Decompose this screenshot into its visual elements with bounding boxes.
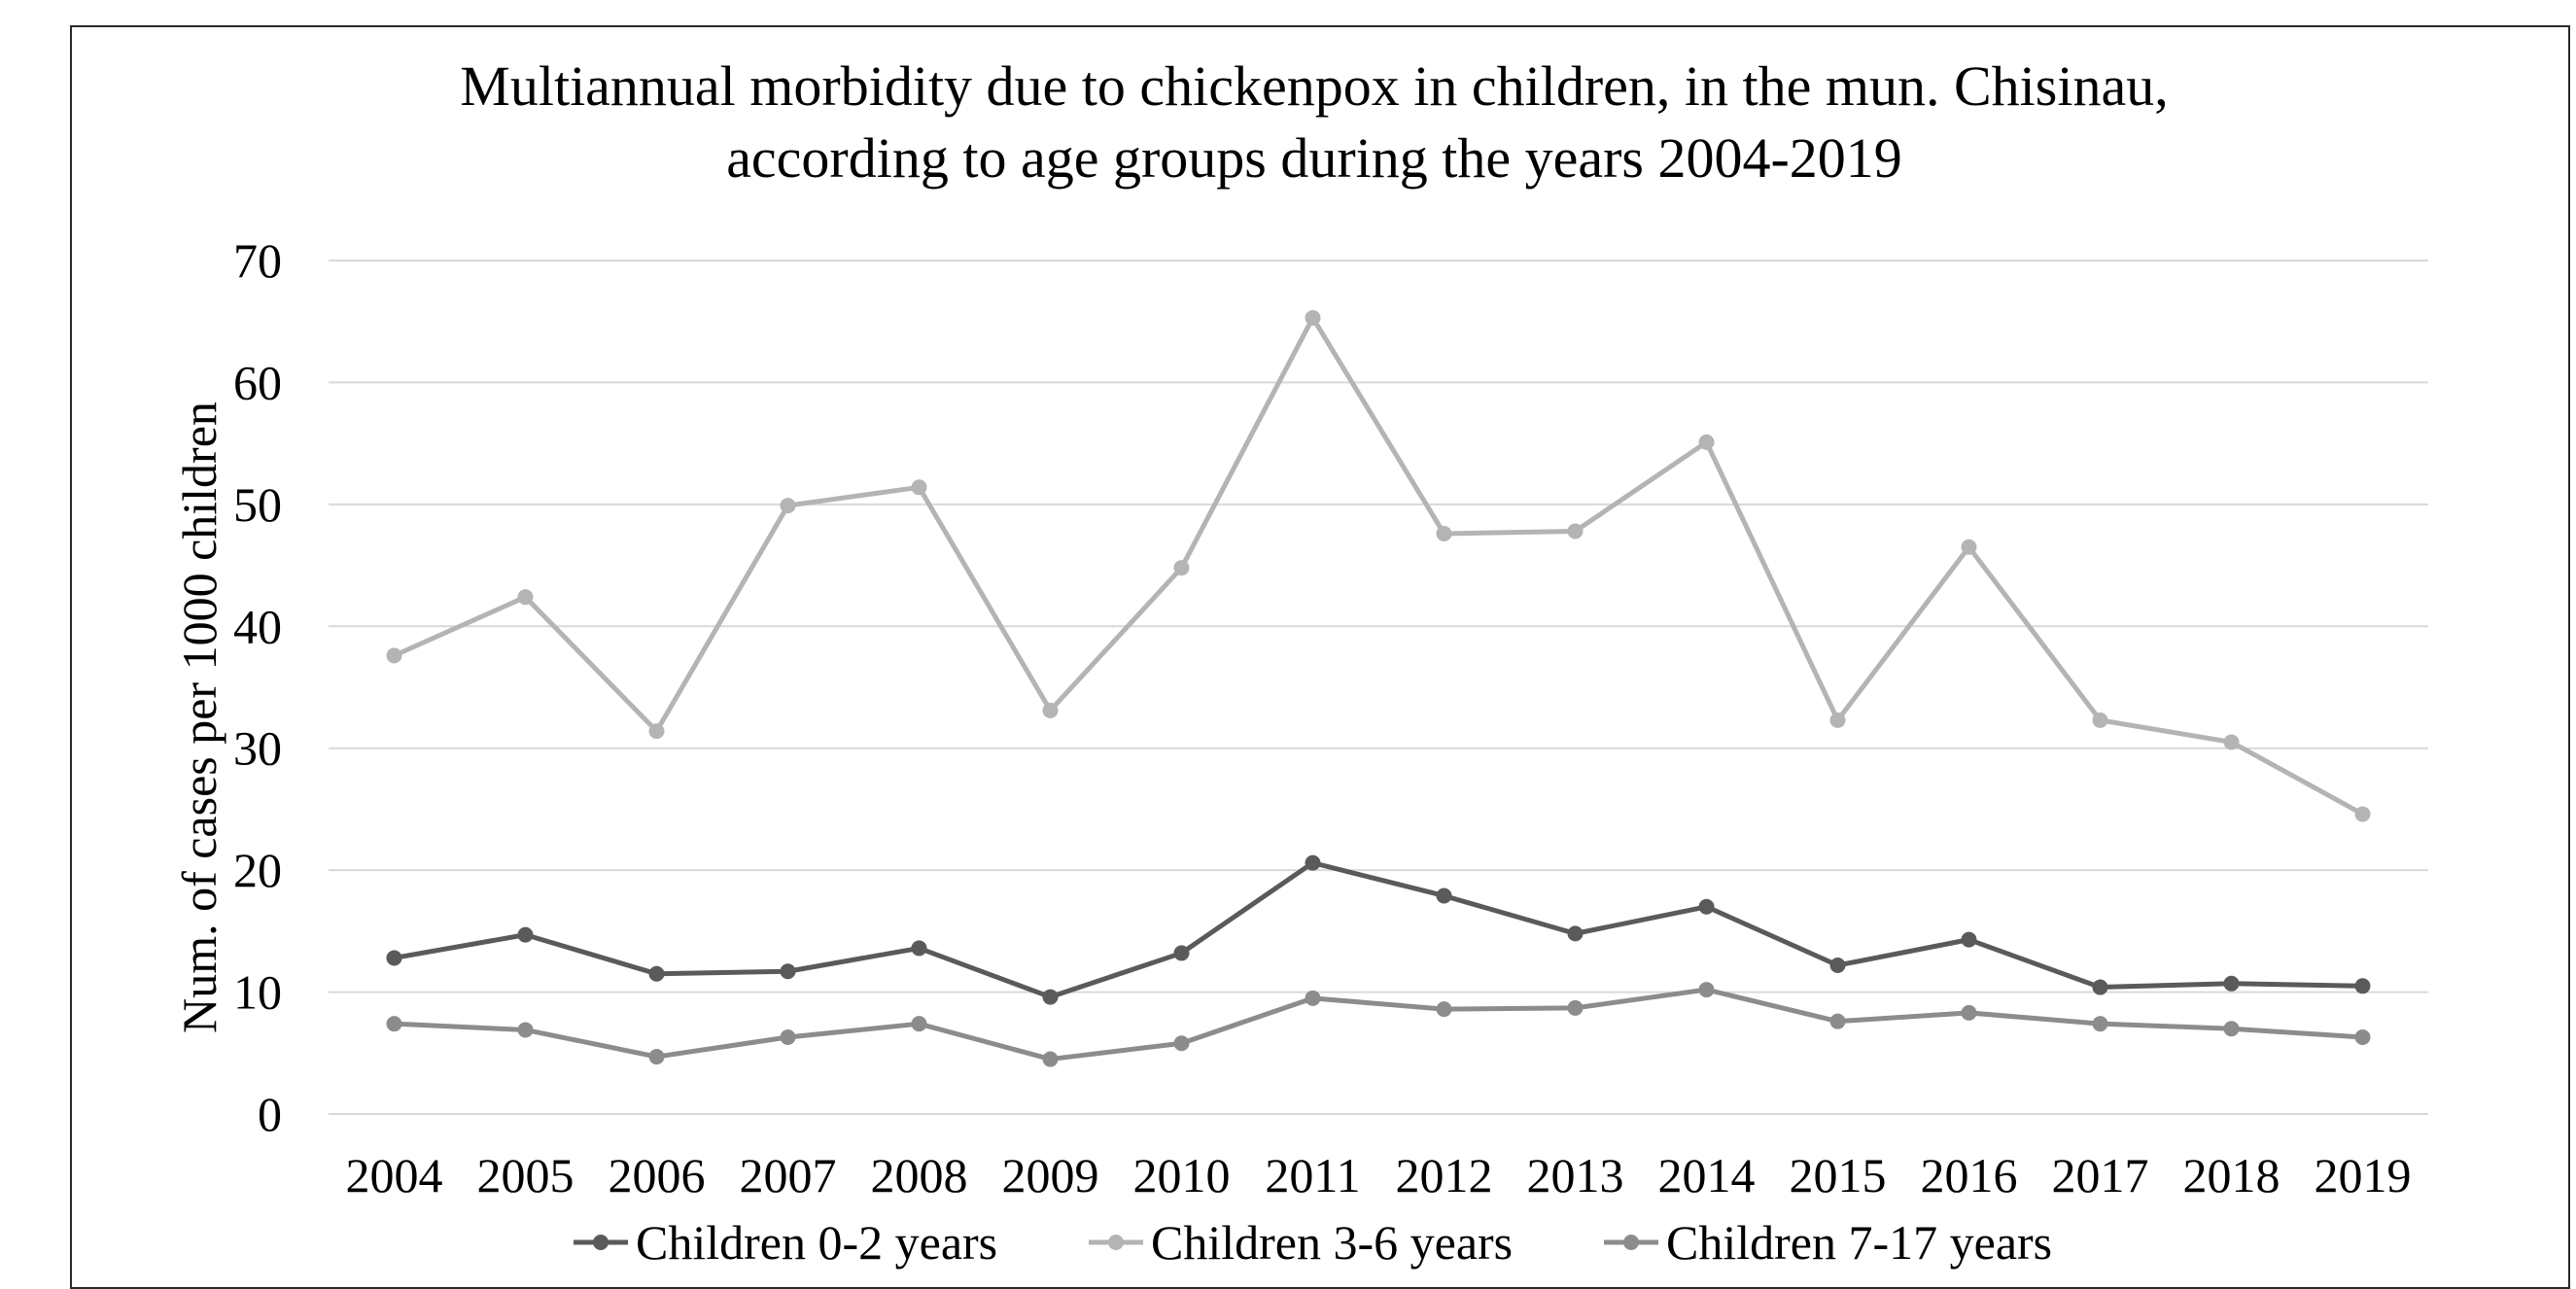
series-line xyxy=(393,315,2364,817)
y-tick-label: 70 xyxy=(233,233,282,288)
x-tick-label: 2009 xyxy=(1002,1148,1099,1202)
y-tick-label: 50 xyxy=(233,477,282,532)
chart-title-line-2: according to age groups during the years… xyxy=(726,126,1902,190)
legend-label: Children 0-2 years xyxy=(636,1215,997,1270)
data-point xyxy=(911,1016,927,1032)
data-point xyxy=(1698,434,1715,450)
data-point xyxy=(386,1016,402,1032)
x-tick-label: 2011 xyxy=(1265,1148,1360,1202)
data-point xyxy=(911,940,927,957)
x-tick-label: 2010 xyxy=(1133,1148,1231,1202)
y-tick-label: 40 xyxy=(233,599,282,653)
data-point xyxy=(517,1022,534,1038)
data-point xyxy=(2354,1028,2371,1045)
data-point xyxy=(1698,898,1715,915)
x-axis-ticks: 2004 2005 2006 2007 2008 2009 2010 2011 2012 2013… xyxy=(346,1148,2412,1202)
series-1 xyxy=(386,854,2371,1005)
data-point xyxy=(1305,990,1321,1006)
data-point xyxy=(1567,925,1584,942)
legend-swatch-marker xyxy=(593,1235,609,1250)
data-point xyxy=(1829,957,1846,973)
data-point xyxy=(2092,712,2108,728)
data-point xyxy=(1436,1001,1452,1018)
data-point xyxy=(1173,1035,1190,1052)
x-tick-label: 2004 xyxy=(346,1148,443,1202)
data-point xyxy=(1436,888,1452,904)
legend-item: Children 3-6 years xyxy=(1089,1215,1513,1270)
data-point xyxy=(780,498,796,514)
y-tick-label: 20 xyxy=(233,843,282,897)
chart-title: Multiannual morbidity due to chickenpox … xyxy=(460,54,2168,190)
data-point xyxy=(1305,309,1321,326)
y-axis-ticks: 0 10 20 30 40 50 60 70 xyxy=(233,233,282,1141)
legend-item: Children 7-17 years xyxy=(1604,1215,2052,1270)
data-point xyxy=(780,1028,796,1045)
data-point xyxy=(1829,1013,1846,1029)
data-point xyxy=(1042,702,1059,718)
x-tick-label: 2017 xyxy=(2052,1148,2149,1202)
x-tick-label: 2006 xyxy=(609,1148,706,1202)
data-point xyxy=(1042,989,1059,1005)
data-point xyxy=(648,1049,665,1065)
x-tick-label: 2019 xyxy=(2315,1148,2412,1202)
data-point xyxy=(517,589,534,606)
x-tick-label: 2014 xyxy=(1658,1148,1756,1202)
legend-swatch-marker xyxy=(1108,1235,1124,1250)
data-point xyxy=(1961,539,1977,555)
data-point xyxy=(1698,982,1715,998)
legend-label: Children 7-17 years xyxy=(1666,1215,2052,1270)
data-point xyxy=(648,723,665,740)
x-tick-label: 2007 xyxy=(740,1148,837,1202)
data-point xyxy=(648,965,665,982)
legend-swatch-marker xyxy=(1623,1235,1639,1250)
data-point xyxy=(780,963,796,980)
legend: Children 0-2 years Children 3-6 years Chil… xyxy=(574,1215,2052,1270)
y-tick-label: 60 xyxy=(233,355,282,409)
x-tick-label: 2013 xyxy=(1527,1148,1624,1202)
data-point xyxy=(1567,523,1584,540)
data-point xyxy=(386,647,402,664)
series-2 xyxy=(386,309,2371,822)
legend-item: Children 0-2 years xyxy=(574,1215,997,1270)
data-point xyxy=(1173,560,1190,576)
y-tick-label: 0 xyxy=(258,1087,282,1141)
series-line xyxy=(394,860,2363,1000)
x-tick-label: 2016 xyxy=(1921,1148,2018,1202)
series-line xyxy=(394,987,2363,1063)
y-tick-label: 10 xyxy=(233,965,282,1020)
x-tick-label: 2015 xyxy=(1790,1148,1887,1202)
x-tick-label: 2005 xyxy=(477,1148,574,1202)
data-point xyxy=(2223,734,2240,750)
x-tick-label: 2008 xyxy=(871,1148,968,1202)
y-axis-label: Num. of cases per 1000 children xyxy=(172,401,226,1033)
data-point xyxy=(1042,1051,1059,1067)
data-point xyxy=(2354,806,2371,822)
data-point xyxy=(2223,975,2240,992)
data-point xyxy=(1436,525,1452,541)
x-tick-label: 2018 xyxy=(2183,1148,2280,1202)
data-point xyxy=(2092,1016,2108,1032)
chart-title-line-1: Multiannual morbidity due to chickenpox … xyxy=(460,54,2168,118)
series-3 xyxy=(386,982,2371,1067)
data-point xyxy=(1961,931,1977,948)
data-point xyxy=(1961,1004,1977,1021)
data-point xyxy=(517,926,534,943)
x-tick-label: 2012 xyxy=(1396,1148,1493,1202)
data-point xyxy=(2092,979,2108,995)
data-point xyxy=(2223,1021,2240,1037)
data-point xyxy=(386,950,402,966)
legend-label: Children 3-6 years xyxy=(1151,1215,1513,1270)
y-tick-label: 30 xyxy=(233,721,282,776)
gridlines xyxy=(329,260,2428,1115)
data-point xyxy=(2354,978,2371,994)
data-point xyxy=(911,479,927,496)
data-point xyxy=(1567,999,1584,1016)
series-lines xyxy=(386,309,2371,1067)
chart-frame xyxy=(70,25,2570,1289)
data-point xyxy=(1829,712,1846,728)
data-point xyxy=(1173,945,1190,961)
data-point xyxy=(1305,854,1321,871)
